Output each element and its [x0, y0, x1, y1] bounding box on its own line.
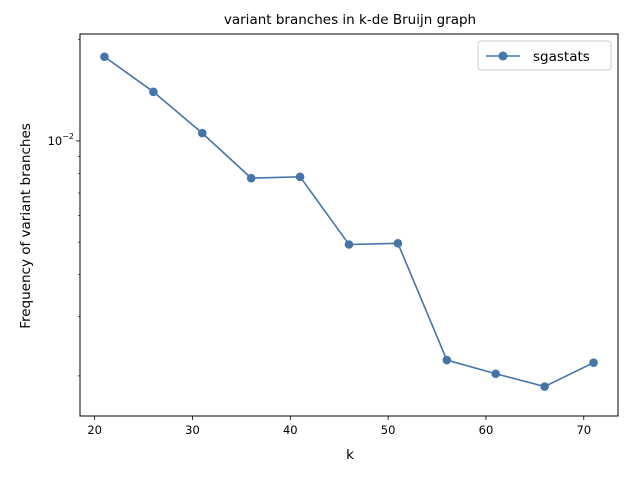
legend-box: [477, 40, 612, 71]
data-point: [589, 358, 598, 367]
x-tick-label: 50: [381, 423, 396, 437]
data-point: [197, 128, 207, 138]
legend-marker: [498, 51, 508, 61]
x-axis-label: k: [346, 447, 354, 463]
plot-area: [100, 52, 598, 391]
axes-frame: [79, 33, 619, 417]
x-tick-label: 60: [479, 423, 494, 437]
legend-entry-label: sgastats: [533, 49, 590, 65]
data-point: [393, 239, 403, 248]
x-tick-label: 40: [283, 423, 298, 437]
x-tick-label: 70: [576, 423, 591, 437]
x-axis: 20 30 40 50 60 70: [87, 416, 591, 437]
data-point: [246, 173, 256, 183]
series-line-sgastats: [103, 56, 594, 388]
data-point: [344, 240, 354, 249]
chart-title: variant branches in k-de Bruijn graph: [224, 12, 476, 28]
legend: sgastats: [477, 40, 612, 71]
x-tick-label: 20: [87, 423, 102, 437]
data-point: [295, 172, 305, 182]
y-tick-label: 10−2: [48, 132, 74, 148]
data-point: [442, 355, 452, 365]
y-axis: 10−2: [48, 39, 80, 377]
data-point: [149, 87, 158, 97]
data-point: [540, 382, 549, 391]
data-point: [100, 52, 109, 62]
y-axis-label: Frequency of variant branches: [18, 123, 34, 329]
data-point: [491, 369, 501, 379]
x-tick-label: 30: [185, 423, 200, 437]
